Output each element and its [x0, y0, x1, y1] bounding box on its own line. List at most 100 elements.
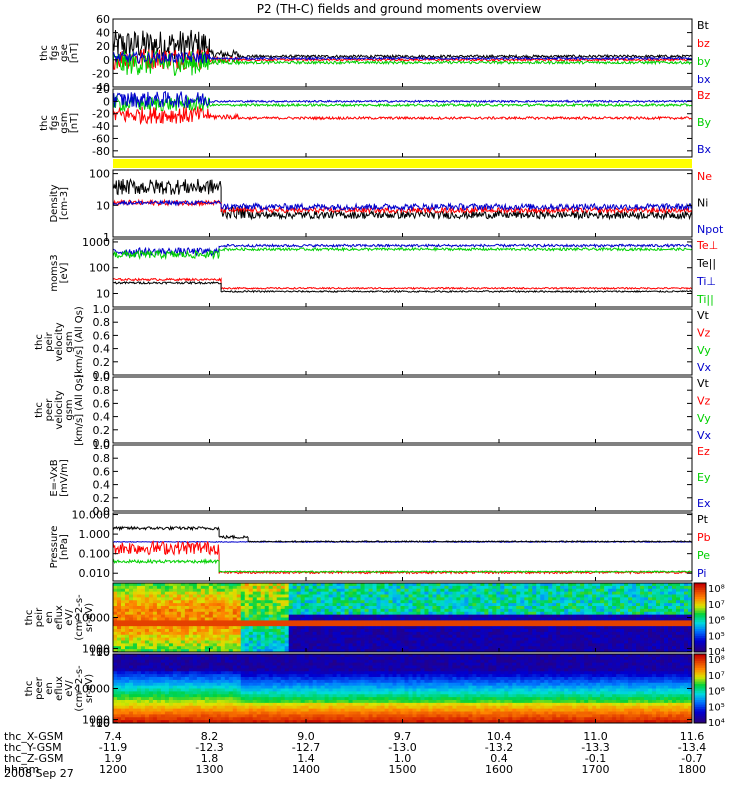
heatmap-cell [184, 600, 190, 604]
heatmap-cell [468, 597, 473, 601]
heatmap-cell [268, 608, 274, 613]
heatmap-cell [656, 606, 661, 610]
heatmap-cell [584, 583, 589, 587]
heatmap-cell [616, 588, 621, 593]
heatmap-cell [316, 600, 322, 604]
heatmap-cell [152, 614, 158, 618]
heatmap-cell [456, 608, 461, 613]
heatmap-cell [132, 717, 138, 721]
heatmap-cell [296, 606, 302, 610]
heatmap-cell [360, 611, 365, 616]
heatmap-cell [400, 646, 405, 650]
heatmap-cell [472, 637, 477, 641]
heatmap-cell [160, 649, 166, 652]
heatmap-cell [536, 588, 541, 593]
heatmap-cell [272, 606, 278, 610]
heatmap-cell [268, 591, 274, 595]
heatmap-cell [556, 617, 561, 621]
heatmap-cell [344, 623, 349, 627]
heatmap-cell [656, 614, 661, 618]
heatmap-cell [624, 631, 629, 636]
heatmap-cell [120, 682, 126, 687]
heatmap-cell [140, 591, 146, 595]
heatmap-cell [516, 637, 521, 641]
heatmap-cell [384, 620, 389, 624]
heatmap-cell [632, 608, 637, 613]
heatmap-cell [288, 662, 294, 666]
heatmap-cell [476, 591, 481, 595]
heatmap-cell [308, 617, 314, 621]
heatmap-cell [416, 585, 421, 590]
heatmap-cell [156, 614, 162, 618]
heatmap-cell [208, 600, 214, 604]
heatmap-cell [128, 603, 134, 607]
heatmap-cell [420, 583, 425, 587]
heatmap-cell [632, 606, 637, 610]
heatmap-cell [188, 629, 194, 633]
heatmap-cell [116, 674, 122, 678]
heatmap-cell [113, 591, 118, 595]
heatmap-cell [208, 640, 214, 644]
heatmap-cell [240, 594, 246, 598]
heatmap-cell [132, 588, 138, 593]
heatmap-cell [140, 674, 146, 678]
heatmap-cell [264, 617, 270, 621]
heatmap-cell [556, 588, 561, 593]
heatmap-cell [152, 682, 158, 687]
heatmap-cell [220, 623, 226, 627]
heatmap-cell [400, 591, 405, 595]
heatmap-cell [472, 606, 477, 610]
heatmap-cell [284, 606, 290, 610]
heatmap-cell [668, 617, 673, 621]
heatmap-cell [324, 591, 330, 595]
heatmap-cell [384, 594, 389, 598]
heatmap-cell [236, 588, 242, 593]
heatmap-cell [184, 714, 190, 718]
heatmap-cell [508, 594, 513, 598]
heatmap-cell [164, 702, 170, 707]
heatmap-cell [532, 629, 537, 633]
heatmap-cell [232, 585, 238, 590]
heatmap-cell [576, 620, 581, 624]
heatmap-cell [113, 623, 118, 627]
heatmap-cell [328, 620, 334, 624]
heatmap-cell [608, 643, 613, 647]
heatmap-cell [276, 711, 282, 715]
heatmap-cell [144, 668, 150, 672]
heatmap-cell [404, 620, 409, 624]
heatmap-cell [372, 594, 377, 598]
heatmap-cell [464, 588, 469, 593]
heatmap-cell [464, 611, 469, 616]
heatmap-cell [672, 631, 677, 636]
heatmap-cell [220, 631, 226, 636]
heatmap-cell [296, 694, 302, 698]
heatmap-cell [340, 629, 345, 633]
heatmap-cell [508, 646, 513, 650]
heatmap-cell [292, 611, 298, 616]
legend-label: Ey [697, 471, 711, 484]
heatmap-cell [564, 608, 569, 613]
heatmap-cell [192, 614, 198, 618]
heatmap-cell [608, 620, 613, 624]
heatmap-cell [452, 637, 457, 641]
heatmap-cell [204, 631, 210, 636]
heatmap-cell [356, 643, 361, 647]
heatmap-cell [672, 640, 677, 644]
heatmap-cell [376, 594, 381, 598]
heatmap-cell [124, 671, 130, 675]
heatmap-cell [524, 643, 529, 647]
heatmap-cell [196, 656, 202, 661]
heatmap-cell [192, 583, 198, 587]
heatmap-cell [188, 617, 194, 621]
heatmap-cell [288, 623, 294, 627]
heatmap-cell [444, 620, 449, 624]
heatmap-cell [156, 685, 162, 689]
heatmap-cell [668, 640, 673, 644]
heatmap-cell [164, 631, 170, 636]
heatmap-cell [608, 646, 613, 650]
heatmap-cell [220, 629, 226, 633]
heatmap-cell [164, 694, 170, 698]
heatmap-cell [276, 671, 282, 675]
heatmap-cell [260, 583, 266, 587]
